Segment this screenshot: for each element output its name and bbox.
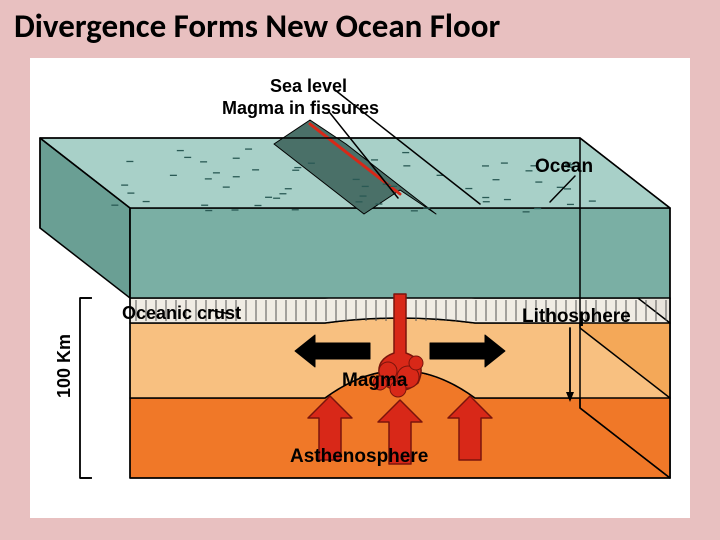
- label-sea-level: Sea level: [270, 76, 347, 97]
- page-title: Divergence Forms New Ocean Floor: [0, 0, 720, 52]
- label-asthenosphere: Asthenosphere: [290, 446, 428, 468]
- diagram-container: Sea level Magma in fissures Ocean Oceani…: [30, 58, 690, 518]
- label-lithosphere: Lithosphere: [522, 306, 631, 328]
- label-magma: Magma: [342, 370, 407, 392]
- label-oceanic-crust: Oceanic crust: [122, 303, 241, 324]
- label-ocean: Ocean: [535, 156, 593, 178]
- label-magma-fissures: Magma in fissures: [222, 98, 379, 119]
- label-scale: 100 Km: [54, 334, 75, 398]
